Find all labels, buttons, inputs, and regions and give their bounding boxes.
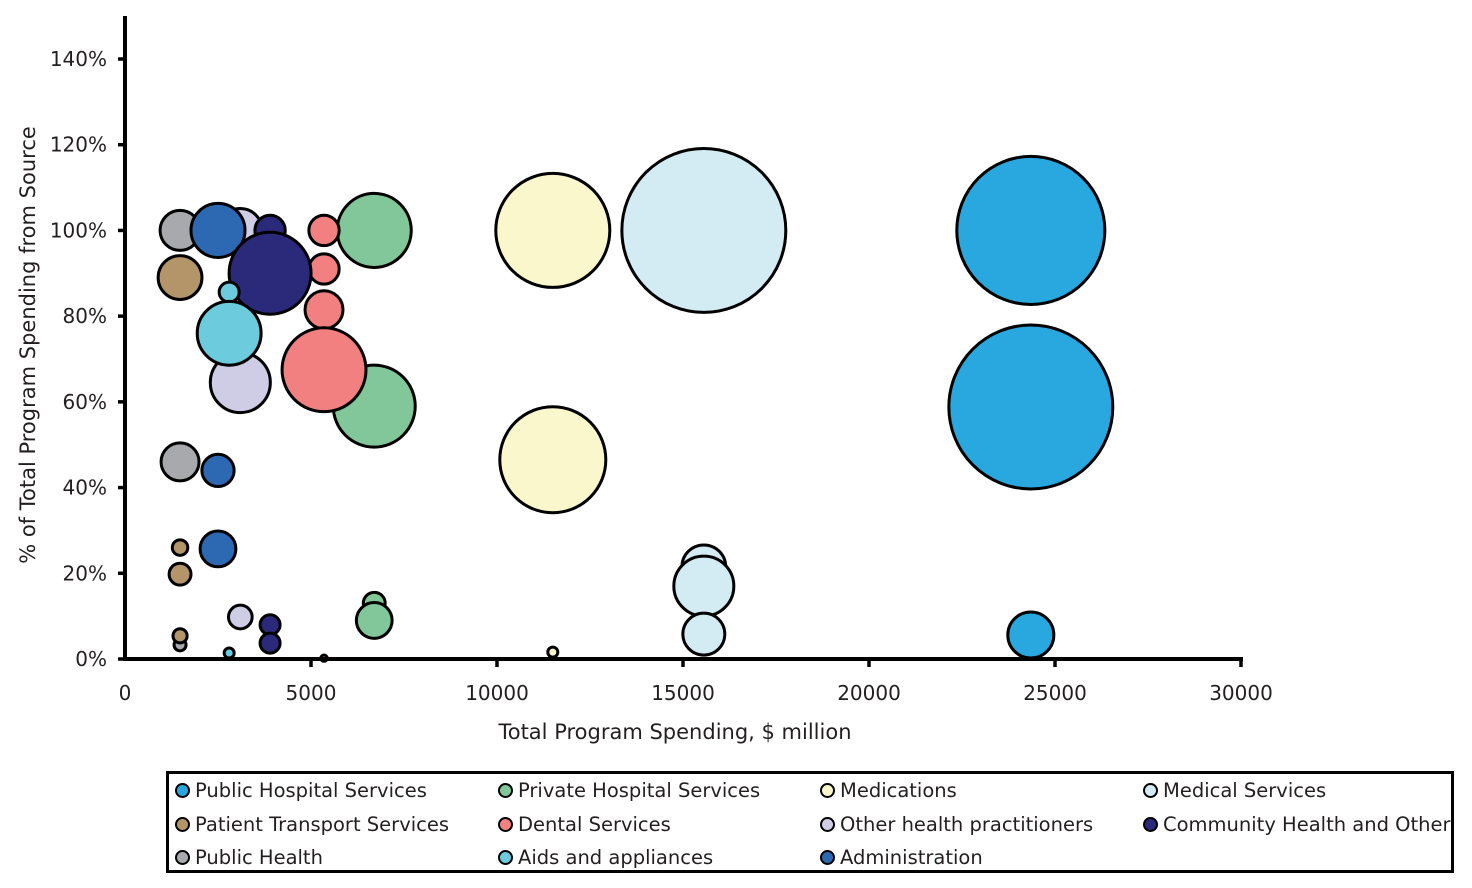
legend-item: Medical Services	[1143, 779, 1326, 802]
legend-item: Dental Services	[498, 813, 671, 836]
legend-swatch-icon	[820, 783, 835, 798]
bubble-administration	[189, 201, 247, 259]
bubble-private-hospital-services	[354, 601, 394, 640]
legend-swatch-icon	[498, 783, 513, 798]
bubble-dental-services	[280, 326, 368, 414]
legend-label: Aids and appliances	[518, 846, 714, 869]
bubble-dental-services	[307, 213, 341, 248]
legend-label: Public Health	[195, 846, 323, 869]
bubble-patient-transport-services	[167, 561, 193, 587]
legend-label: Public Hospital Services	[195, 779, 427, 802]
legend-swatch-icon	[1143, 783, 1158, 798]
legend-label: Community Health and Other	[1163, 812, 1451, 836]
bubble-community-health-and-other	[258, 631, 282, 655]
legend-item: Public Health	[175, 846, 323, 869]
bubble-private-hospital-services	[335, 191, 413, 269]
y-tick-label: 140%	[50, 47, 107, 71]
bubble-dental-services	[307, 252, 341, 286]
legend: Public Hospital Services Private Hospital…	[166, 771, 1454, 873]
y-tick-label: 120%	[50, 133, 107, 157]
legend-swatch-icon	[498, 816, 513, 832]
bubble-community-health-and-other	[227, 230, 313, 316]
legend-swatch-icon	[175, 816, 190, 832]
x-tick-label: 0	[119, 681, 132, 705]
x-ticks: 0 5000 10000 15000 20000 25000 30000	[119, 659, 1273, 705]
x-tick-label: 5000	[286, 681, 337, 705]
bubble-patient-transport-services	[171, 627, 189, 645]
bubble-aids-and-appliances	[217, 280, 241, 304]
bubble-chart: 0% 20% 40% 60% 80% 100% 120% 140% 0 5000 10000 150…	[16, 16, 1273, 744]
legend-label: Private Hospital Services	[518, 779, 761, 802]
y-tick-label: 40%	[63, 476, 107, 500]
y-tick-label: 100%	[50, 218, 107, 242]
y-tick-label: 80%	[63, 304, 107, 328]
legend-swatch-icon	[1143, 816, 1158, 832]
bubble-patient-transport-services	[170, 538, 190, 557]
legend-label: Dental Services	[518, 812, 671, 836]
bubble-medical-services	[620, 146, 788, 314]
legend-swatch-icon	[820, 816, 835, 832]
bubble-public-hospital-services	[947, 323, 1115, 491]
bubble-medical-services	[672, 554, 736, 618]
y-tick-label: 20%	[63, 561, 107, 585]
legend-item: Patient Transport Services	[175, 813, 449, 836]
bubble-public-hospital-services	[955, 154, 1107, 306]
legend-swatch-icon	[175, 850, 190, 865]
legend-label: Patient Transport Services	[195, 812, 450, 836]
axes: 0% 20% 40% 60% 80% 100% 120% 140% 0 5000 10000 150…	[50, 16, 1273, 705]
legend-item: Administration	[820, 846, 983, 869]
y-tick-label: 0%	[75, 647, 107, 671]
x-axis-title: Total Program Spending, $ million	[497, 720, 851, 744]
bubble-medications	[546, 645, 560, 659]
legend-swatch-icon	[498, 850, 513, 865]
y-ticks: 0% 20% 40% 60% 80% 100% 120% 140%	[50, 47, 125, 671]
legend-item: Aids and appliances	[498, 846, 713, 869]
bubble-public-hospital-services	[1006, 610, 1056, 660]
bubble-administration	[200, 452, 236, 489]
legend-item: Community Health and Other	[1143, 813, 1451, 836]
legend-label: Other health practitioners	[840, 812, 1094, 836]
legend-swatch-icon	[175, 783, 190, 798]
y-tick-label: 60%	[63, 390, 107, 414]
bubble-other-health-practitioners	[226, 603, 254, 631]
x-tick-label: 10000	[465, 681, 529, 705]
legend-label: Medications	[840, 779, 957, 802]
bubble-medications	[498, 405, 608, 515]
bubble-medications	[494, 171, 612, 289]
x-tick-label: 15000	[651, 681, 715, 705]
x-tick-label: 20000	[837, 681, 901, 705]
legend-label: Medical Services	[1163, 779, 1327, 802]
bubble-aids-and-appliances	[222, 646, 236, 660]
x-tick-label: 25000	[1023, 681, 1087, 705]
bubble-dental-services	[303, 289, 345, 331]
bubble-public-health	[159, 441, 201, 483]
legend-item: Other health practitioners	[820, 813, 1093, 836]
bubble-medical-services	[681, 611, 727, 657]
legend-item: Medications	[820, 779, 957, 802]
legend-item: Private Hospital Services	[498, 779, 760, 802]
legend-swatch-icon	[820, 850, 835, 865]
bubble-patient-transport-services	[156, 254, 204, 301]
bubble-administration	[198, 529, 238, 569]
x-tick-label: 30000	[1209, 681, 1273, 705]
legend-item: Public Hospital Services	[175, 779, 427, 802]
bubble-aids-and-appliances	[195, 299, 263, 367]
legend-label: Administration	[840, 846, 983, 869]
bubble-layer	[156, 146, 1115, 663]
y-axis-title: % of Total Program Spending from Source	[16, 126, 40, 564]
